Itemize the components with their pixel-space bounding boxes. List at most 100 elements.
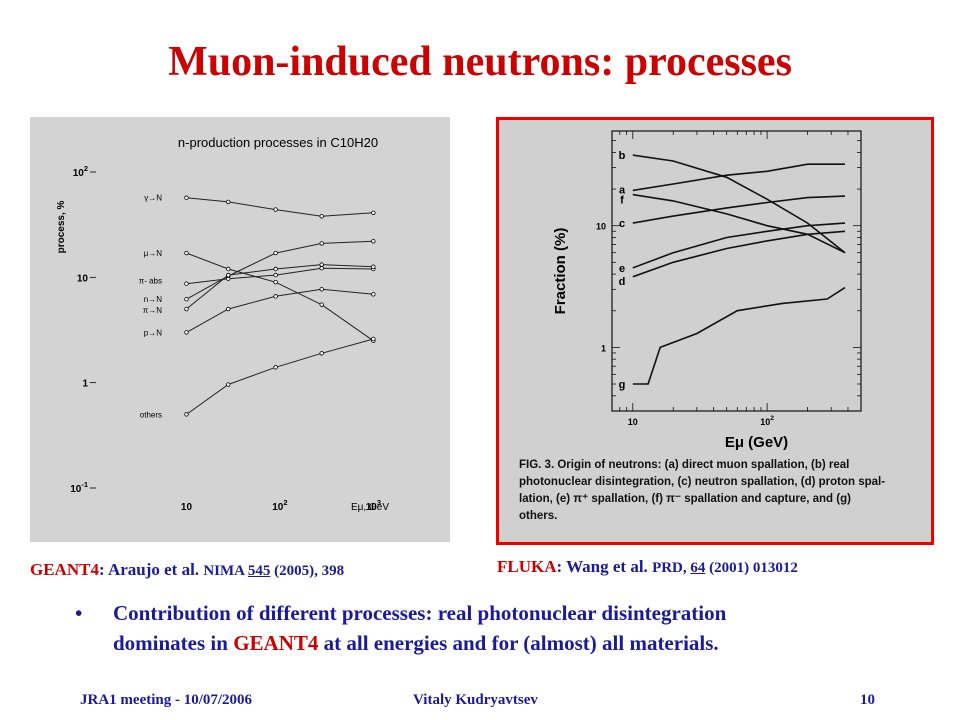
geant4-reference: GEANT4: Araujo et al. NIMA 545 (2005), 3… (30, 560, 344, 580)
geant4-data-point (273, 279, 278, 285)
fluka-series-label: f (620, 195, 624, 207)
geant4-data-point (273, 250, 278, 256)
geant4-series-line (186, 288, 374, 333)
geant4-data-point (319, 302, 324, 307)
geant4-series-label: μ→N (144, 249, 163, 258)
bullet-line2-pre: dominates in (113, 631, 234, 655)
geant4-data-point (184, 297, 189, 302)
geant4-authors: : Araujo et al. (98, 560, 204, 579)
geant4-series-line (186, 338, 374, 415)
geant4-data-point (319, 351, 324, 356)
fluka-series-line (632, 193, 846, 254)
fluka-series-label: a (619, 184, 626, 196)
geant4-data-point (371, 239, 376, 244)
geant4-series-line (186, 197, 374, 217)
geant4-series-label: n→N (144, 295, 162, 304)
fluka-series-label: e (619, 263, 625, 275)
fluka-figure-caption-line: FIG. 3. Origin of neutrons: (a) direct m… (519, 459, 849, 471)
geant4-chart-panel: n-production processes in C10H20 process,… (30, 117, 450, 542)
geant4-data-point (184, 330, 189, 335)
geant4-data-point (273, 266, 278, 272)
geant4-series-label: π→N (143, 306, 163, 315)
geant4-y-tick-label: 1 (82, 379, 88, 390)
fluka-series-line (632, 286, 846, 385)
geant4-data-point (226, 306, 231, 312)
geant4-data-point (319, 287, 324, 292)
geant4-data-point (319, 241, 324, 246)
geant4-data-point (184, 195, 189, 200)
geant4-series-label: γ→N (144, 194, 162, 203)
geant4-chart-title: n-production processes in C10H20 (178, 135, 378, 150)
geant4-data-point (319, 266, 324, 271)
fluka-series-label: g (619, 379, 626, 391)
fluka-y-axis-label: Fraction (%) (552, 228, 569, 315)
fluka-authors: : Wang et al. (556, 557, 653, 576)
bullet-highlight: GEANT4 (233, 631, 319, 655)
slide-title: Muon-induced neutrons: processes (168, 39, 792, 85)
geant4-code-label: GEANT4 (30, 560, 99, 579)
fluka-chart-panel: 1 10 10 102 Fraction (%) Eμ (GeV) b a f c e d g FIG. … (496, 117, 934, 545)
geant4-x-tick-label: 103 (366, 498, 381, 513)
geant4-y-tick-label: 10 (77, 273, 89, 284)
fluka-series-line (632, 163, 845, 192)
fluka-plot-frame (611, 130, 862, 412)
fluka-code-label: FLUKA (497, 557, 557, 576)
fluka-year-page: (2001) 013012 (705, 560, 798, 576)
geant4-x-tick-label: 10 (181, 502, 193, 513)
fluka-reference: FLUKA: Wang et al. PRD, 64 (2001) 013012 (497, 557, 798, 577)
geant4-y-tick-label: 102 (73, 164, 88, 179)
fluka-x-tick-label: 102 (760, 415, 774, 427)
footer-meeting: JRA1 meeting - 10/07/2006 (80, 692, 253, 708)
fluka-journal: PRD, (652, 560, 691, 576)
fluka-figure-caption-line: photonuclear disintegration, (c) neutron… (519, 476, 885, 488)
geant4-data-point (184, 306, 189, 312)
footer-page-number: 10 (860, 692, 875, 708)
fluka-series-line (632, 230, 846, 278)
fluka-series-line (632, 195, 846, 224)
geant4-data-point (184, 250, 189, 256)
geant4-series-label: others (140, 410, 162, 419)
fluka-chart: 1 10 10 102 Fraction (%) Eμ (GeV) b afc ed g FIG. … (519, 130, 885, 522)
geant4-chart: n-production processes in C10H20 process,… (56, 135, 389, 513)
geant4-data-point (319, 214, 324, 219)
geant4-series-label: p→N (144, 328, 162, 337)
fluka-series-line (632, 222, 846, 269)
geant4-data-point (226, 199, 231, 205)
bullet-text: Contribution of different processes: rea… (113, 598, 905, 658)
geant4-data-point (226, 266, 231, 272)
geant4-y-axis-label: process, % (56, 200, 67, 253)
geant4-series-line (186, 267, 374, 285)
bullet-dot: • (75, 601, 83, 625)
geant4-data-point (371, 336, 376, 342)
fluka-volume: 64 (690, 560, 706, 576)
fluka-figure-caption-line: others. (519, 510, 557, 522)
geant4-year-page: (2005), 398 (270, 563, 345, 579)
bullet-line1: Contribution of different processes: rea… (113, 601, 727, 625)
fluka-y-tick-label: 10 (596, 222, 606, 232)
geant4-data-point (273, 294, 278, 299)
geant4-x-tick-label: 102 (272, 498, 287, 513)
geant4-data-point (273, 272, 278, 278)
geant4-data-point (226, 382, 231, 387)
geant4-series-line (186, 264, 374, 310)
geant4-data-point (184, 281, 189, 286)
geant4-series-line (186, 240, 374, 300)
geant4-y-tick-label: 10-1 (70, 480, 88, 495)
geant4-data-point (371, 292, 376, 297)
geant4-data-point (319, 262, 324, 267)
fluka-x-tick-label: 10 (628, 417, 638, 427)
geant4-data-point (371, 264, 376, 269)
geant4-series-line (186, 252, 374, 342)
fluka-x-axis-label: Eμ (GeV) (725, 434, 788, 451)
geant4-journal: NIMA (203, 563, 248, 579)
geant4-data-point (371, 210, 376, 215)
geant4-volume: 545 (247, 563, 271, 579)
footer-author: Vitaly Kudryavtsev (413, 692, 538, 708)
geant4-data-point (273, 207, 278, 212)
geant4-series-label: π- abs (139, 277, 162, 286)
fluka-series-line (632, 154, 846, 254)
fluka-figure-caption-line: lation, (e) π⁺ spallation, (f) π⁻ spalla… (519, 493, 851, 505)
geant4-data-point (273, 365, 278, 370)
geant4-x-axis-label: Eμ, GeV (351, 502, 389, 513)
geant4-data-point (184, 412, 189, 417)
